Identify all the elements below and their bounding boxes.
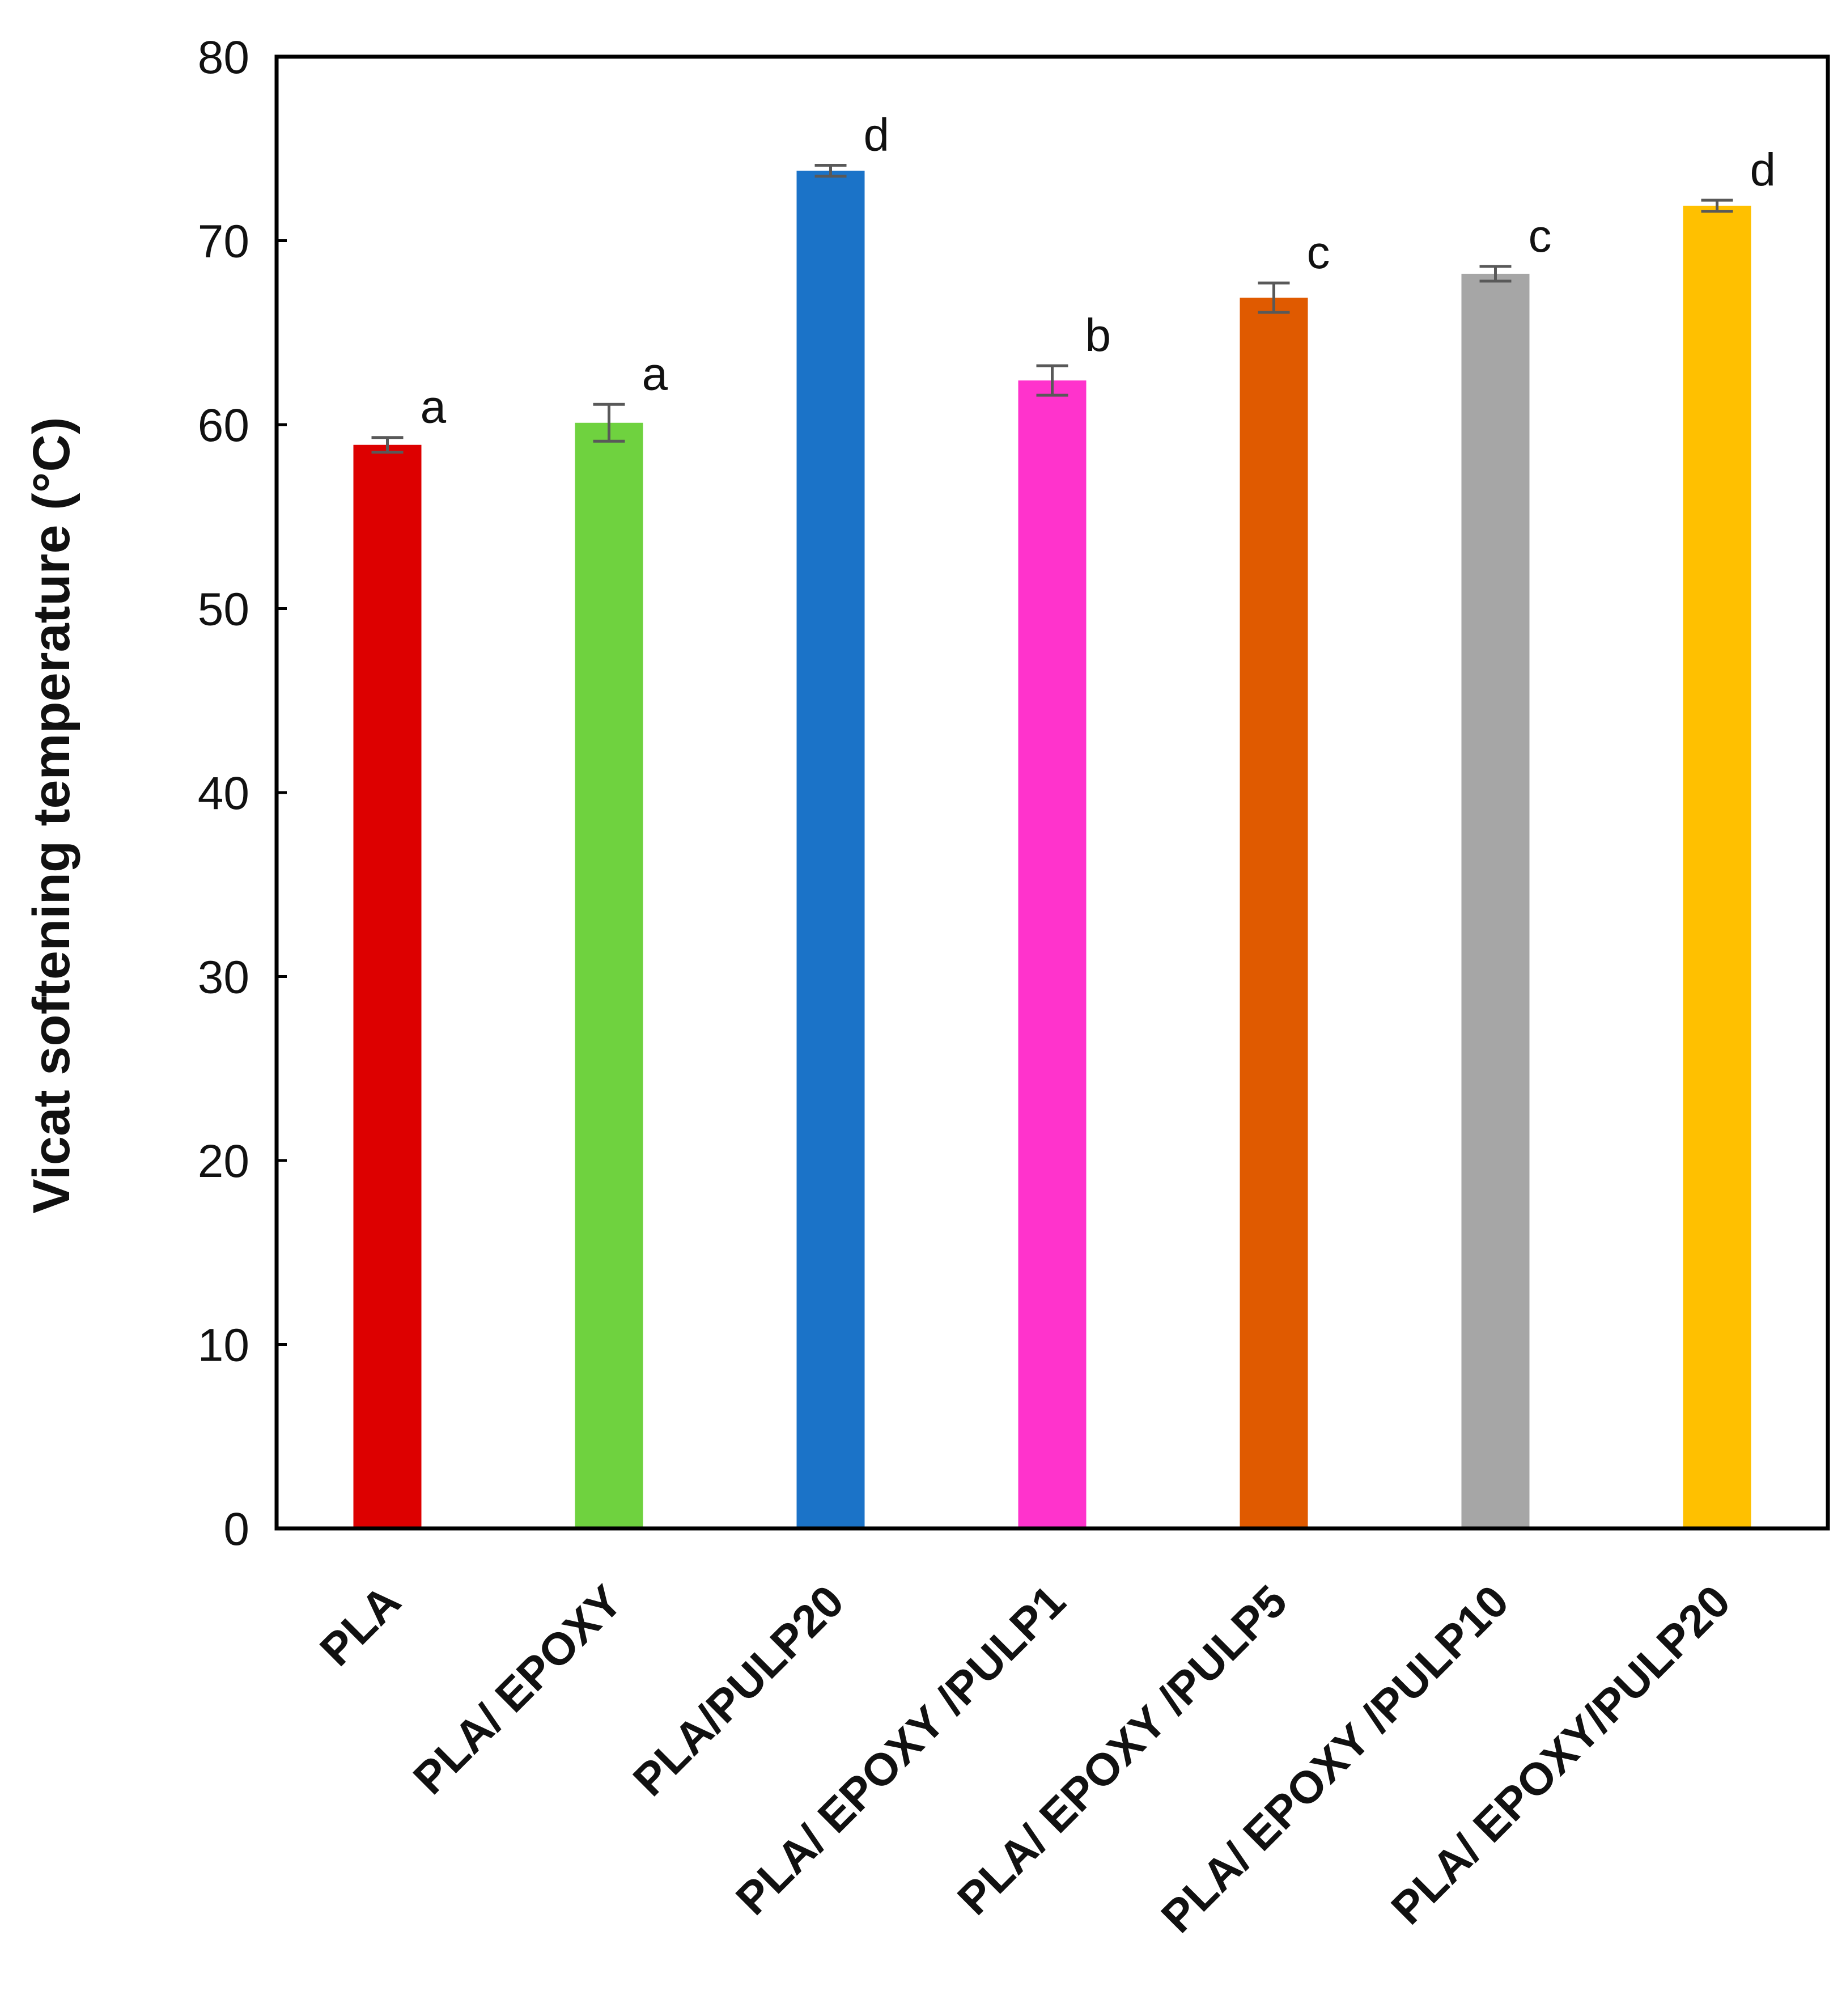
error-bar bbox=[1701, 198, 1733, 213]
error-bar bbox=[1036, 364, 1068, 397]
significance-letter: d bbox=[864, 109, 890, 160]
bar bbox=[1683, 205, 1751, 1529]
error-bar bbox=[1479, 265, 1512, 283]
bar bbox=[1461, 273, 1530, 1529]
significance-letter: b bbox=[1085, 310, 1111, 361]
bar bbox=[575, 422, 643, 1528]
y-tick-label: 60 bbox=[198, 400, 249, 451]
bar bbox=[796, 171, 865, 1529]
y-tick-label: 70 bbox=[198, 216, 249, 268]
significance-letter: d bbox=[1750, 144, 1776, 196]
error-bar bbox=[1258, 281, 1290, 314]
y-tick-label: 10 bbox=[198, 1320, 249, 1371]
bar bbox=[1018, 380, 1087, 1528]
y-axis-ticks: 0 10 20 30 40 50 60 70 80 bbox=[198, 32, 287, 1555]
bars-layer bbox=[353, 171, 1751, 1529]
significance-letter: a bbox=[642, 348, 668, 400]
significance-letters-layer: a a d b c c d bbox=[421, 109, 1776, 433]
y-axis-title: Vicat softening temperature (°C) bbox=[23, 417, 80, 1213]
error-bar bbox=[593, 403, 625, 443]
y-tick-label: 40 bbox=[198, 768, 249, 819]
error-bar bbox=[371, 436, 404, 454]
bar bbox=[1240, 298, 1308, 1528]
error-bar bbox=[814, 163, 847, 178]
significance-letter: a bbox=[421, 382, 447, 433]
significance-letter: c bbox=[1307, 227, 1330, 278]
bar bbox=[353, 444, 422, 1528]
y-tick-label: 20 bbox=[198, 1136, 249, 1187]
error-bars-layer bbox=[371, 163, 1733, 454]
y-tick-label: 50 bbox=[198, 584, 249, 636]
y-tick-label: 30 bbox=[198, 952, 249, 1003]
significance-letter: c bbox=[1529, 210, 1552, 262]
y-tick-label: 0 bbox=[223, 1503, 249, 1555]
y-tick-label: 80 bbox=[198, 32, 249, 83]
